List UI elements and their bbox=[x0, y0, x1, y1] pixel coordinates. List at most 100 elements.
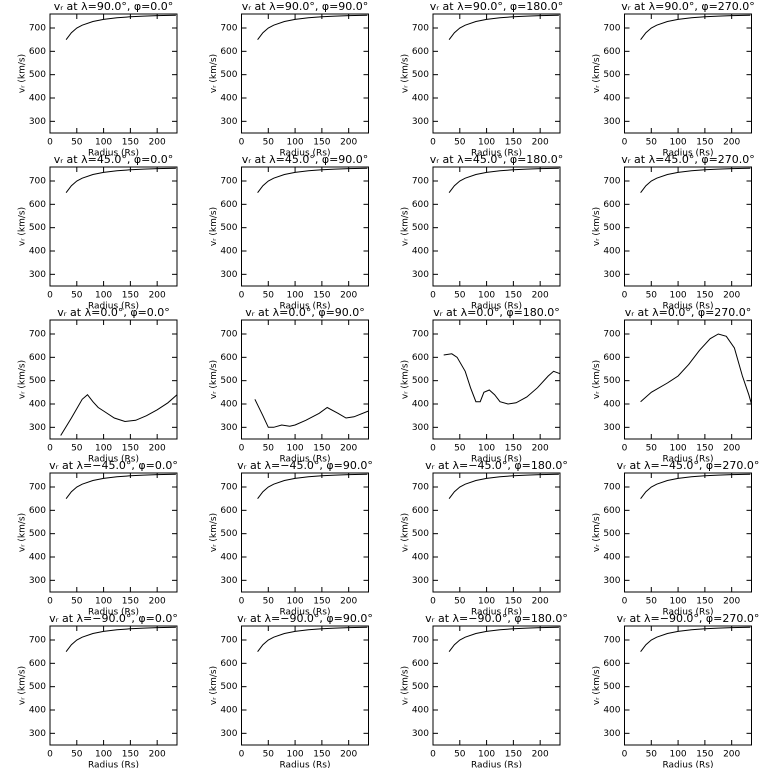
x-tick-label: 0 bbox=[239, 444, 245, 454]
y-tick-label: 400 bbox=[603, 553, 620, 563]
x-tick-label: 200 bbox=[340, 597, 357, 607]
y-tick-label: 500 bbox=[29, 223, 46, 233]
x-tick-label: 100 bbox=[286, 597, 303, 607]
y-tick-label: 400 bbox=[412, 94, 429, 104]
y-tick-label: 700 bbox=[220, 330, 237, 340]
y-tick-label: 600 bbox=[29, 659, 46, 669]
plot-frame bbox=[432, 166, 561, 287]
x-tick-label: 50 bbox=[454, 291, 466, 301]
plot-frame bbox=[49, 472, 178, 593]
x-tick-label: 150 bbox=[505, 750, 522, 760]
y-tick-label: 600 bbox=[412, 659, 429, 669]
x-tick-label: 50 bbox=[454, 138, 466, 148]
x-axis-label: Radius (Rs) bbox=[471, 608, 522, 618]
x-tick-label: 150 bbox=[313, 444, 330, 454]
x-tick-label: 0 bbox=[430, 750, 436, 760]
x-tick-label: 50 bbox=[646, 750, 658, 760]
x-tick-label: 100 bbox=[95, 138, 112, 148]
plot-frame bbox=[49, 166, 178, 287]
y-tick-label: 600 bbox=[29, 353, 46, 363]
x-tick-label: 50 bbox=[263, 138, 275, 148]
x-tick-label: 100 bbox=[95, 444, 112, 454]
plot-frame bbox=[624, 625, 752, 746]
y-axis-label: vᵣ (km/s) bbox=[401, 666, 411, 705]
y-tick-label: 300 bbox=[412, 729, 429, 739]
x-tick-label: 200 bbox=[532, 750, 549, 760]
plot-frame bbox=[624, 166, 752, 287]
x-tick-label: 50 bbox=[646, 597, 658, 607]
y-tick-label: 700 bbox=[603, 177, 620, 187]
y-tick-label: 700 bbox=[412, 636, 429, 646]
x-tick-label: 150 bbox=[122, 444, 139, 454]
y-tick-label: 300 bbox=[603, 117, 620, 127]
data-line bbox=[254, 399, 369, 428]
x-tick-label: 50 bbox=[646, 444, 658, 454]
y-tick-label: 700 bbox=[29, 24, 46, 34]
x-axis-label: Radius (Rs) bbox=[471, 149, 522, 159]
y-axis-label: vᵣ (km/s) bbox=[209, 207, 219, 246]
y-tick-label: 600 bbox=[220, 506, 237, 516]
y-tick-label: 500 bbox=[220, 376, 237, 386]
x-axis-label: Radius (Rs) bbox=[471, 761, 522, 768]
x-tick-label: 150 bbox=[313, 291, 330, 301]
plot-frame bbox=[49, 13, 178, 134]
y-axis-label: vᵣ (km/s) bbox=[592, 54, 602, 93]
data-line bbox=[640, 333, 752, 405]
y-tick-label: 600 bbox=[603, 353, 620, 363]
y-tick-label: 300 bbox=[220, 423, 237, 433]
chart-title: vᵣ at λ=90.0°, φ=270.0° bbox=[621, 0, 755, 13]
plot-frame bbox=[49, 625, 178, 746]
x-tick-label: 50 bbox=[646, 291, 658, 301]
y-tick-label: 500 bbox=[29, 682, 46, 692]
x-tick-label: 100 bbox=[286, 444, 303, 454]
y-tick-label: 400 bbox=[29, 94, 46, 104]
x-tick-label: 150 bbox=[505, 138, 522, 148]
y-axis-label: vᵣ (km/s) bbox=[18, 666, 28, 705]
x-axis-label: Radius (Rs) bbox=[279, 455, 330, 465]
y-axis-label: vᵣ (km/s) bbox=[401, 360, 411, 399]
x-tick-label: 50 bbox=[263, 750, 275, 760]
x-axis-label: Radius (Rs) bbox=[471, 302, 522, 312]
y-tick-label: 500 bbox=[412, 70, 429, 80]
x-tick-label: 0 bbox=[622, 138, 628, 148]
chart-title: vᵣ at λ=90.0°, φ=180.0° bbox=[430, 0, 564, 13]
x-tick-label: 0 bbox=[239, 291, 245, 301]
data-line bbox=[640, 473, 751, 500]
chart-title: vᵣ at λ=−90.0°, φ=180.0° bbox=[425, 612, 568, 625]
y-tick-label: 300 bbox=[603, 270, 620, 280]
x-tick-label: 200 bbox=[532, 444, 549, 454]
chart-title: vᵣ at λ=−90.0°, φ=270.0° bbox=[617, 612, 760, 625]
y-tick-label: 700 bbox=[603, 483, 620, 493]
y-tick-label: 600 bbox=[603, 47, 620, 57]
y-tick-label: 500 bbox=[412, 223, 429, 233]
y-tick-label: 500 bbox=[29, 70, 46, 80]
y-axis-label: vᵣ (km/s) bbox=[209, 666, 219, 705]
x-axis-label: Radius (Rs) bbox=[662, 149, 713, 159]
y-tick-label: 700 bbox=[412, 177, 429, 187]
chart-title: vᵣ at λ=0.0°, φ=270.0° bbox=[625, 306, 752, 319]
y-tick-label: 600 bbox=[220, 200, 237, 210]
y-tick-label: 600 bbox=[29, 47, 46, 57]
y-tick-label: 300 bbox=[29, 270, 46, 280]
chart-title: vᵣ at λ=45.0°, φ=270.0° bbox=[621, 153, 755, 166]
y-tick-label: 700 bbox=[412, 330, 429, 340]
x-tick-label: 150 bbox=[696, 597, 713, 607]
y-tick-label: 500 bbox=[412, 529, 429, 539]
y-tick-label: 300 bbox=[29, 729, 46, 739]
x-tick-label: 200 bbox=[532, 291, 549, 301]
y-tick-label: 400 bbox=[412, 247, 429, 257]
data-line bbox=[257, 626, 368, 653]
x-tick-label: 100 bbox=[478, 291, 495, 301]
y-tick-label: 300 bbox=[412, 117, 429, 127]
y-axis-label: vᵣ (km/s) bbox=[401, 207, 411, 246]
data-line bbox=[448, 473, 559, 500]
x-tick-label: 0 bbox=[47, 444, 53, 454]
chart-title: vᵣ at λ=0.0°, φ=180.0° bbox=[433, 306, 560, 319]
data-line bbox=[257, 14, 368, 41]
plot-frame bbox=[432, 319, 561, 440]
plot-frame bbox=[624, 13, 752, 134]
x-tick-label: 200 bbox=[340, 291, 357, 301]
y-tick-label: 400 bbox=[220, 400, 237, 410]
